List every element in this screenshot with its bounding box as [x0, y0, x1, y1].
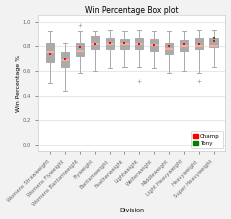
PathPatch shape: [76, 42, 84, 56]
PathPatch shape: [195, 38, 203, 49]
Title: Win Percentage Box plot: Win Percentage Box plot: [85, 5, 179, 14]
X-axis label: Division: Division: [119, 208, 144, 214]
PathPatch shape: [180, 40, 188, 51]
Y-axis label: Win Percentage %: Win Percentage %: [16, 55, 21, 112]
PathPatch shape: [106, 38, 114, 49]
PathPatch shape: [91, 36, 99, 49]
PathPatch shape: [46, 42, 54, 62]
PathPatch shape: [150, 39, 158, 51]
Legend: Champ, Tony: Champ, Tony: [191, 131, 223, 148]
PathPatch shape: [210, 38, 218, 48]
PathPatch shape: [120, 39, 129, 49]
PathPatch shape: [61, 52, 69, 67]
PathPatch shape: [135, 38, 143, 49]
PathPatch shape: [165, 42, 173, 54]
